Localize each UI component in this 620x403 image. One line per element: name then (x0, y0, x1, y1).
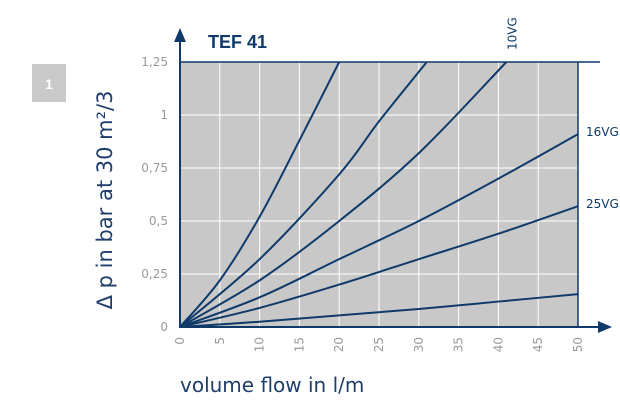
y-tick-label: 1,25 (141, 55, 168, 69)
x-tick-label: 25 (372, 337, 386, 352)
series-label: 16VG (586, 125, 619, 139)
x-tick-labels: 0 5 10 15 20 25 30 35 40 45 50 (173, 337, 585, 352)
x-tick-label: 20 (332, 337, 346, 352)
y-tick-label: 1 (160, 108, 168, 122)
chart-title: TEF 41 (208, 32, 267, 52)
x-tick-label: 35 (452, 337, 466, 352)
series-label: 10VG (505, 17, 519, 50)
grid-lines (180, 61, 579, 327)
x-tick-label: 45 (531, 337, 545, 352)
series-line (179, 61, 428, 328)
series-line (179, 61, 341, 328)
x-tick-label: 30 (412, 337, 426, 352)
y-axis-arrow (174, 28, 186, 42)
series-line (179, 133, 579, 328)
x-tick-label: 50 (571, 337, 585, 352)
x-tick-label: 5 (213, 337, 227, 345)
y-tick-labels: 0 0,25 0,5 0,75 1 1,25 (141, 55, 168, 334)
y-tick-label: 0,5 (149, 214, 168, 228)
y-tick-label: 0 (160, 320, 168, 334)
y-axis-title: Δ p in bar at 30 m²/3 (93, 91, 117, 310)
y-tick-label: 0,25 (141, 267, 168, 281)
x-tick-label: 40 (491, 337, 505, 352)
y-tick-label: 0,75 (141, 161, 168, 175)
series-labels: 10VG 16VG 25VG (505, 17, 618, 211)
x-tick-label: 0 (173, 337, 187, 345)
x-axis-arrow (598, 321, 612, 333)
x-axis-title: volume flow in l/m (180, 373, 364, 397)
series-line (179, 205, 579, 328)
x-tick-label: 10 (253, 337, 267, 352)
figure-number: 1 (45, 76, 53, 92)
x-tick-label: 15 (292, 337, 306, 352)
axes (174, 28, 612, 333)
figure-number-badge: 1 (32, 64, 66, 102)
series-line (179, 293, 579, 328)
series-line (179, 61, 508, 328)
series-label: 25VG (586, 197, 619, 211)
series-lines (179, 61, 579, 328)
